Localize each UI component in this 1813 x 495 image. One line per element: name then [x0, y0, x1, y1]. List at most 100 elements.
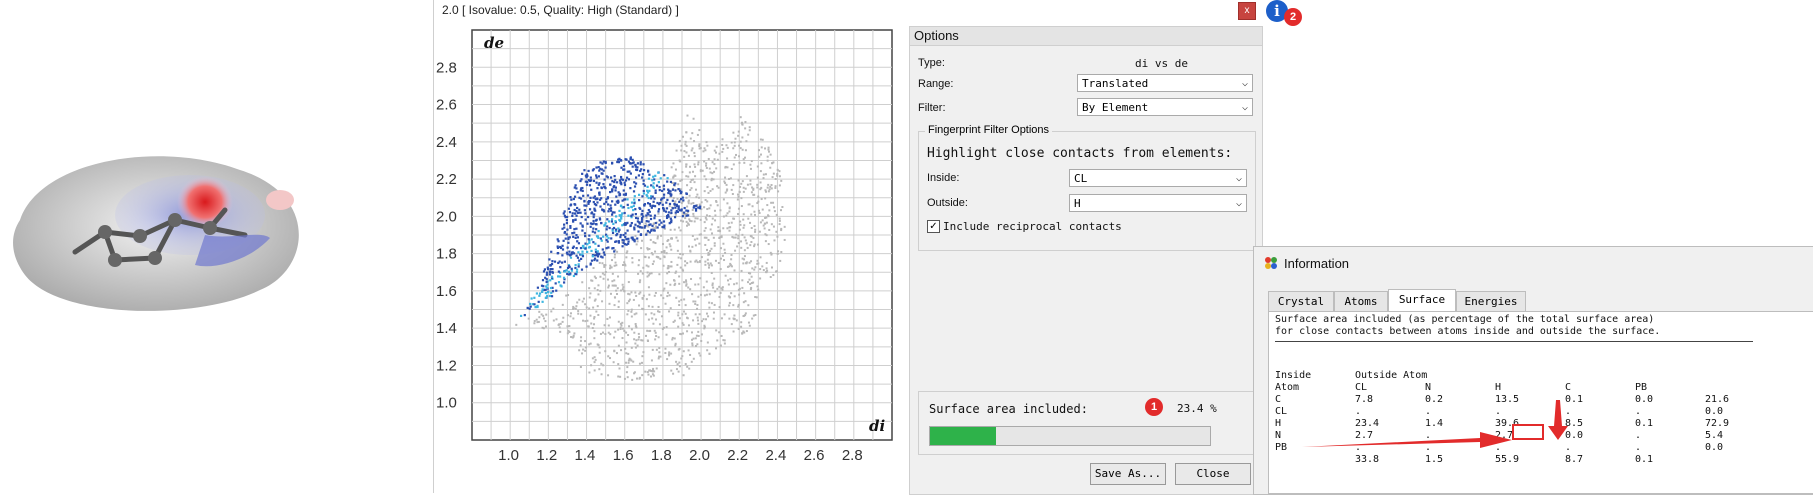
gray-point [719, 268, 722, 271]
gray-point [709, 262, 712, 265]
highlight-point [561, 248, 565, 251]
highlight-point [549, 264, 552, 267]
gray-point [745, 242, 748, 245]
gray-point [672, 372, 675, 375]
y-tick-label: 2.8 [436, 59, 457, 76]
highlight-point [586, 222, 589, 225]
gray-point [739, 140, 742, 143]
gray-point [721, 143, 724, 146]
save-as-button[interactable]: Save As... [1090, 463, 1166, 485]
gray-point [617, 320, 620, 323]
gray-point [680, 219, 683, 222]
gray-point [767, 148, 770, 151]
gray-point [692, 337, 695, 340]
gray-point [733, 314, 736, 317]
highlight-point [554, 282, 557, 285]
filter-select[interactable]: By Element ⌵ [1077, 98, 1253, 116]
gray-point [706, 289, 709, 292]
gray-point [769, 153, 772, 156]
highlight-point [678, 209, 681, 212]
gray-point [680, 149, 683, 152]
window-close-button[interactable]: x [1238, 2, 1256, 20]
gray-point [698, 143, 701, 146]
row-atom: PB [1275, 442, 1288, 453]
highlight-point [575, 214, 578, 217]
gray-point [723, 342, 726, 345]
highlight-point [603, 210, 606, 213]
gray-point [725, 144, 728, 147]
gray-point [674, 282, 677, 285]
divider [1275, 341, 1753, 342]
gray-point [593, 316, 596, 319]
gray-point [552, 307, 555, 310]
highlight-point [606, 218, 609, 221]
hirshfeld-surface-view[interactable] [0, 140, 320, 340]
close-button[interactable]: Close [1175, 463, 1251, 485]
highlight-point [571, 212, 574, 215]
gray-point [743, 249, 746, 252]
gray-point [767, 190, 770, 193]
highlight-point [603, 202, 606, 205]
highlight-point [565, 233, 568, 236]
gray-point [688, 367, 691, 370]
gray-point [639, 279, 642, 282]
gray-point [710, 272, 713, 275]
tab-surface[interactable]: Surface [1388, 289, 1456, 312]
gray-point [765, 261, 768, 264]
gray-point [671, 336, 674, 339]
highlight-point [541, 288, 544, 291]
gray-point [665, 252, 668, 255]
fingerprint-plot[interactable]: de di 2.82.62.42.22.01.81.61.41.21.0 1.0… [434, 22, 904, 472]
gray-point [737, 207, 740, 210]
gray-point [725, 214, 728, 217]
gray-point [703, 236, 706, 239]
highlight-point [625, 238, 628, 241]
tab-crystal[interactable]: Crystal [1268, 291, 1334, 311]
gray-point [756, 202, 759, 205]
info-icon[interactable]: i [1266, 0, 1288, 22]
gray-point [580, 336, 583, 339]
gray-point [742, 330, 745, 333]
inside-select[interactable]: CL ⌵ [1069, 169, 1247, 187]
highlight-point [566, 253, 569, 256]
gray-point [780, 209, 783, 212]
gray-point [651, 373, 654, 376]
gray-point [766, 269, 769, 272]
gray-point [673, 284, 676, 287]
highlight-point [652, 182, 655, 185]
gray-point [642, 266, 645, 269]
highlight-point [563, 223, 566, 226]
tab-atoms[interactable]: Atoms [1334, 291, 1388, 311]
highlight-point [637, 193, 641, 196]
gray-point [648, 293, 651, 296]
gray-point [764, 147, 767, 150]
gray-point [657, 212, 660, 215]
gray-point [637, 272, 640, 275]
highlight-point [589, 176, 592, 179]
highlight-point [646, 212, 649, 215]
highlight-point [582, 194, 585, 197]
gray-point [724, 166, 727, 169]
highlight-point [675, 203, 678, 206]
gray-point [734, 236, 737, 239]
range-select[interactable]: Translated ⌵ [1077, 74, 1253, 92]
gray-point [703, 229, 706, 232]
highlight-point [576, 256, 580, 259]
gray-point [780, 250, 783, 253]
gray-point [669, 245, 672, 248]
gray-point [652, 374, 655, 377]
gray-point [672, 182, 675, 185]
y-tick-label: 2.2 [436, 171, 457, 188]
gray-point [747, 281, 750, 284]
gray-point [750, 286, 753, 289]
tab-energies[interactable]: Energies [1456, 291, 1526, 311]
highlight-point [623, 181, 626, 184]
highlight-point [566, 266, 570, 270]
highlight-point [631, 158, 634, 161]
gray-point [742, 218, 745, 221]
highlight-point [570, 251, 574, 254]
gray-point [607, 284, 610, 287]
outside-select[interactable]: H ⌵ [1069, 194, 1247, 212]
highlight-point [611, 229, 614, 232]
reciprocal-checkbox[interactable]: ✓ [927, 220, 940, 233]
